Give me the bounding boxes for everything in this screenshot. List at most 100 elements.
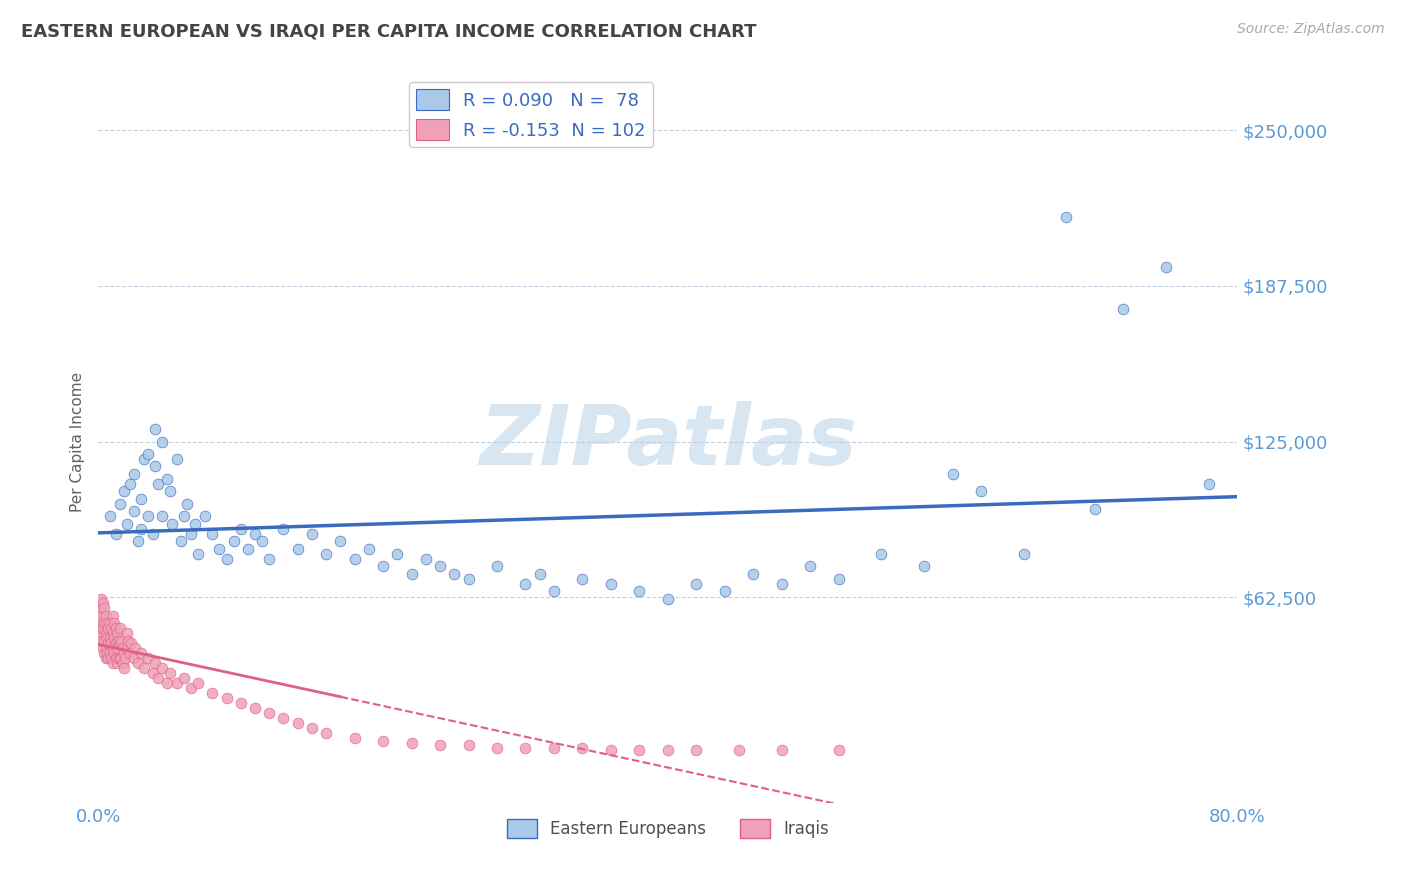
Point bbox=[152, 434, 174, 449]
Point bbox=[357, 541, 380, 556]
Point bbox=[101, 657, 124, 671]
Point bbox=[94, 641, 117, 656]
Point bbox=[287, 541, 309, 556]
Point bbox=[132, 661, 155, 675]
Point bbox=[166, 452, 188, 467]
Point bbox=[259, 706, 281, 720]
Point bbox=[93, 601, 115, 615]
Point bbox=[229, 696, 252, 710]
Point bbox=[132, 452, 155, 467]
Point bbox=[828, 743, 851, 757]
Point bbox=[180, 526, 202, 541]
Point bbox=[301, 721, 323, 735]
Point bbox=[87, 609, 110, 624]
Point bbox=[101, 626, 124, 640]
Point bbox=[657, 591, 679, 606]
Point bbox=[259, 551, 281, 566]
Point bbox=[515, 741, 537, 756]
Point bbox=[373, 733, 395, 747]
Text: Source: ZipAtlas.com: Source: ZipAtlas.com bbox=[1237, 22, 1385, 37]
Point bbox=[628, 584, 651, 599]
Point bbox=[145, 657, 167, 671]
Point bbox=[229, 522, 252, 536]
Point bbox=[105, 657, 128, 671]
Point bbox=[96, 632, 118, 646]
Point bbox=[273, 522, 295, 536]
Point bbox=[162, 516, 184, 531]
Point bbox=[600, 576, 623, 591]
Point bbox=[122, 651, 145, 665]
Point bbox=[415, 551, 437, 566]
Point bbox=[173, 671, 195, 685]
Point bbox=[1084, 501, 1107, 516]
Point bbox=[912, 559, 935, 574]
Point bbox=[571, 572, 593, 586]
Text: ZIPatlas: ZIPatlas bbox=[479, 401, 856, 482]
Point bbox=[114, 651, 136, 665]
Point bbox=[93, 646, 115, 660]
Point bbox=[243, 526, 266, 541]
Point bbox=[315, 547, 337, 561]
Point bbox=[108, 651, 131, 665]
Point bbox=[117, 633, 139, 648]
Point bbox=[129, 646, 152, 660]
Point bbox=[685, 576, 707, 591]
Point bbox=[236, 541, 259, 556]
Point bbox=[91, 621, 114, 635]
Point bbox=[98, 509, 121, 524]
Point bbox=[115, 641, 138, 656]
Point bbox=[201, 686, 224, 700]
Point bbox=[343, 731, 366, 745]
Point bbox=[108, 636, 131, 650]
Point bbox=[101, 609, 124, 624]
Point bbox=[742, 566, 765, 581]
Point bbox=[156, 472, 179, 486]
Point bbox=[145, 422, 167, 436]
Point bbox=[129, 491, 152, 506]
Point bbox=[91, 641, 114, 656]
Point bbox=[122, 467, 145, 481]
Point bbox=[429, 559, 451, 574]
Point bbox=[118, 476, 141, 491]
Point bbox=[103, 616, 125, 631]
Point bbox=[104, 636, 127, 650]
Point bbox=[287, 716, 309, 731]
Point bbox=[120, 636, 142, 650]
Point bbox=[104, 526, 127, 541]
Point bbox=[97, 651, 120, 665]
Point bbox=[486, 741, 509, 756]
Point bbox=[127, 534, 149, 549]
Point bbox=[97, 621, 120, 635]
Point bbox=[94, 609, 117, 624]
Point bbox=[87, 616, 110, 631]
Point bbox=[401, 566, 423, 581]
Point bbox=[148, 671, 170, 685]
Point bbox=[101, 641, 124, 656]
Point bbox=[103, 632, 125, 646]
Point bbox=[90, 591, 112, 606]
Point bbox=[373, 559, 395, 574]
Point bbox=[110, 651, 132, 665]
Point bbox=[173, 509, 195, 524]
Point bbox=[127, 657, 149, 671]
Point bbox=[942, 467, 965, 481]
Point bbox=[156, 676, 179, 690]
Point bbox=[122, 504, 145, 518]
Point bbox=[93, 633, 115, 648]
Point bbox=[100, 651, 122, 665]
Point bbox=[105, 641, 128, 656]
Point bbox=[96, 646, 118, 660]
Point bbox=[96, 616, 118, 631]
Point bbox=[215, 551, 238, 566]
Point bbox=[115, 626, 138, 640]
Point bbox=[187, 676, 209, 690]
Point bbox=[315, 726, 337, 740]
Point bbox=[100, 636, 122, 650]
Point bbox=[600, 743, 623, 757]
Point bbox=[166, 676, 188, 690]
Point bbox=[112, 661, 135, 675]
Point bbox=[243, 701, 266, 715]
Point bbox=[98, 632, 121, 646]
Point bbox=[93, 616, 115, 631]
Point bbox=[104, 621, 127, 635]
